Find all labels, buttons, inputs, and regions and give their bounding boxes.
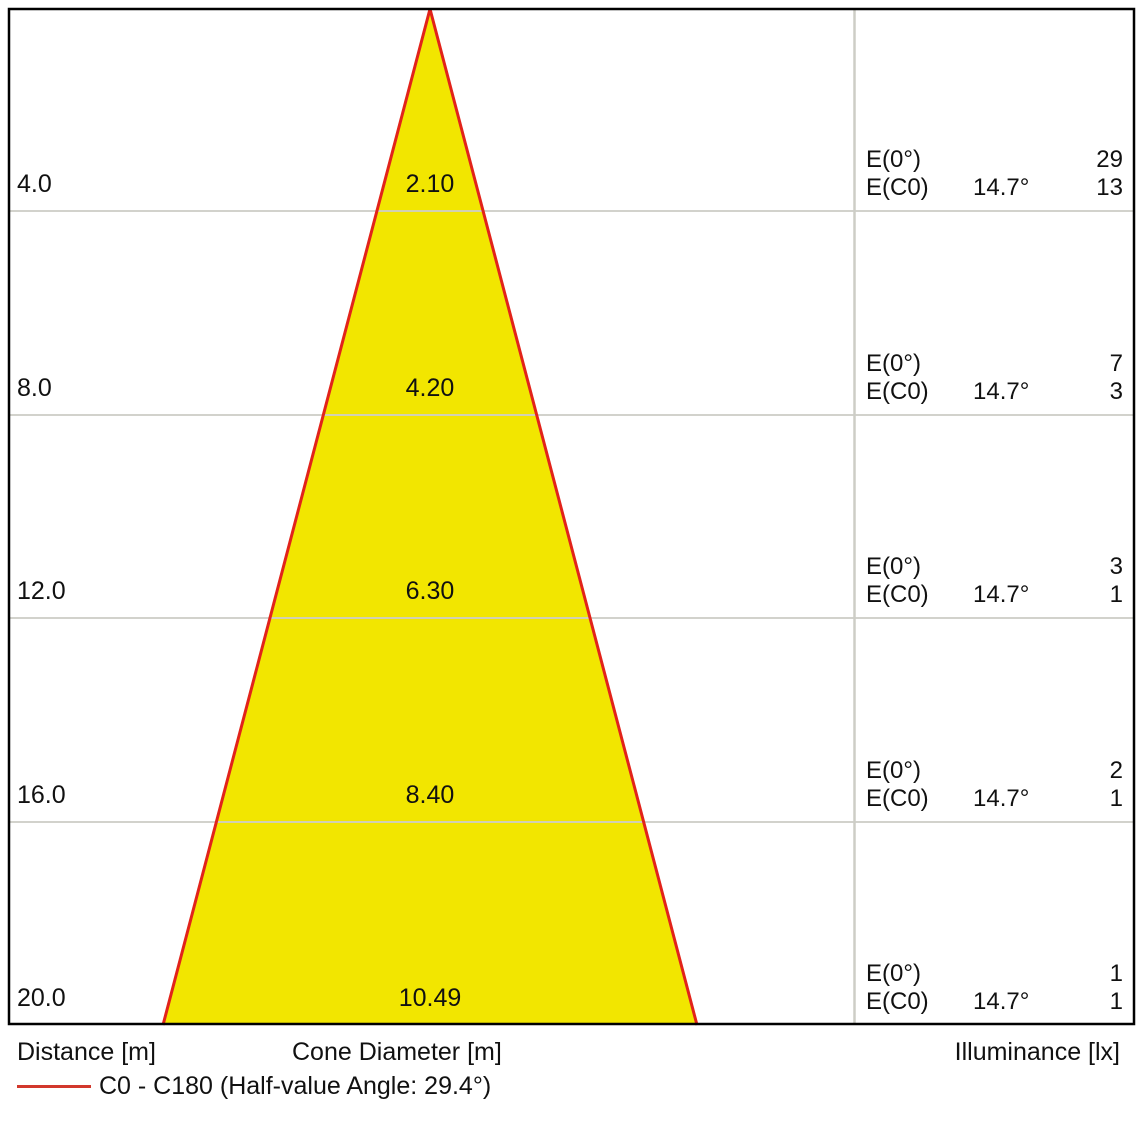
- e0-line: E(0°) 2: [866, 757, 1123, 785]
- ec0-label: E(C0): [866, 378, 929, 405]
- e0-value: 7: [1109, 350, 1123, 377]
- e0-line: E(0°) 7: [866, 350, 1123, 378]
- e0-value: 1: [1109, 960, 1123, 987]
- e0-angle: [973, 146, 1096, 174]
- half-angle-value: 14.7°: [973, 581, 1030, 608]
- ec0-line: E(C0) 14.7° 1: [866, 581, 1123, 609]
- e0-label: E(0°): [866, 960, 921, 987]
- illuminance-block: E(0°) 2 E(C0) 14.7° 1: [866, 757, 1123, 813]
- ec0-value: 3: [1109, 378, 1123, 405]
- ec0-value: 1: [1109, 988, 1123, 1015]
- illuminance-block: E(0°) 29 E(C0) 14.7° 13: [866, 146, 1123, 202]
- ec0-line: E(C0) 14.7° 13: [866, 174, 1123, 202]
- e0-value: 29: [1096, 146, 1123, 173]
- e0-line: E(0°) 29: [866, 146, 1123, 174]
- cone-diameter-axis-label: Cone Diameter [m]: [292, 1038, 502, 1066]
- distance-value: 4.0: [17, 170, 52, 198]
- cone-edge-right: [428, 8, 699, 1026]
- distance-axis-label: Distance [m]: [17, 1038, 156, 1066]
- half-angle-value: 14.7°: [973, 785, 1030, 812]
- illuminance-block: E(0°) 7 E(C0) 14.7° 3: [866, 350, 1123, 406]
- cone-diameter-value: 2.10: [405, 170, 455, 198]
- e0-line: E(0°) 1: [866, 960, 1123, 988]
- cone-diameter-value: 8.40: [405, 781, 455, 809]
- cone-diameter-value: 4.20: [405, 374, 455, 402]
- distance-value: 20.0: [17, 984, 66, 1012]
- e0-label: E(0°): [866, 553, 921, 580]
- ec0-label: E(C0): [866, 785, 929, 812]
- e0-value: 2: [1109, 757, 1123, 784]
- legend-label: C0 - C180 (Half-value Angle: 29.4°): [99, 1072, 492, 1100]
- ec0-line: E(C0) 14.7° 1: [866, 988, 1123, 1016]
- ec0-value: 1: [1109, 785, 1123, 812]
- illuminance-block: E(0°) 1 E(C0) 14.7° 1: [866, 960, 1123, 1016]
- distance-value: 12.0: [17, 577, 66, 605]
- ec0-line: E(C0) 14.7° 3: [866, 378, 1123, 406]
- ec0-value: 13: [1096, 174, 1123, 201]
- half-angle-value: 14.7°: [973, 988, 1030, 1015]
- e0-line: E(0°) 3: [866, 553, 1123, 581]
- ec0-label: E(C0): [866, 988, 929, 1015]
- distance-value: 16.0: [17, 781, 66, 809]
- e0-angle: [973, 960, 1110, 988]
- e0-value: 3: [1109, 553, 1123, 580]
- legend-line-swatch: [17, 1085, 91, 1088]
- distance-value: 8.0: [17, 374, 52, 402]
- light-cone-shape: [163, 9, 697, 1025]
- e0-label: E(0°): [866, 757, 921, 784]
- ec0-label: E(C0): [866, 174, 929, 201]
- e0-angle: [973, 757, 1110, 785]
- half-angle-value: 14.7°: [973, 378, 1030, 405]
- illuminance-block: E(0°) 3 E(C0) 14.7° 1: [866, 553, 1123, 609]
- half-angle-value: 14.7°: [973, 174, 1030, 201]
- cone-edge-left: [161, 8, 432, 1026]
- cone-diameter-value: 6.30: [405, 577, 455, 605]
- ec0-line: E(C0) 14.7° 1: [866, 785, 1123, 813]
- ec0-value: 1: [1109, 581, 1123, 608]
- cone-diameter-value: 10.49: [398, 984, 462, 1012]
- e0-label: E(0°): [866, 350, 921, 377]
- illuminance-axis-label: Illuminance [lx]: [954, 1038, 1120, 1066]
- diagram-frame: [7, 7, 1136, 1026]
- ec0-label: E(C0): [866, 581, 929, 608]
- e0-angle: [973, 553, 1110, 581]
- e0-angle: [973, 350, 1110, 378]
- e0-label: E(0°): [866, 146, 921, 173]
